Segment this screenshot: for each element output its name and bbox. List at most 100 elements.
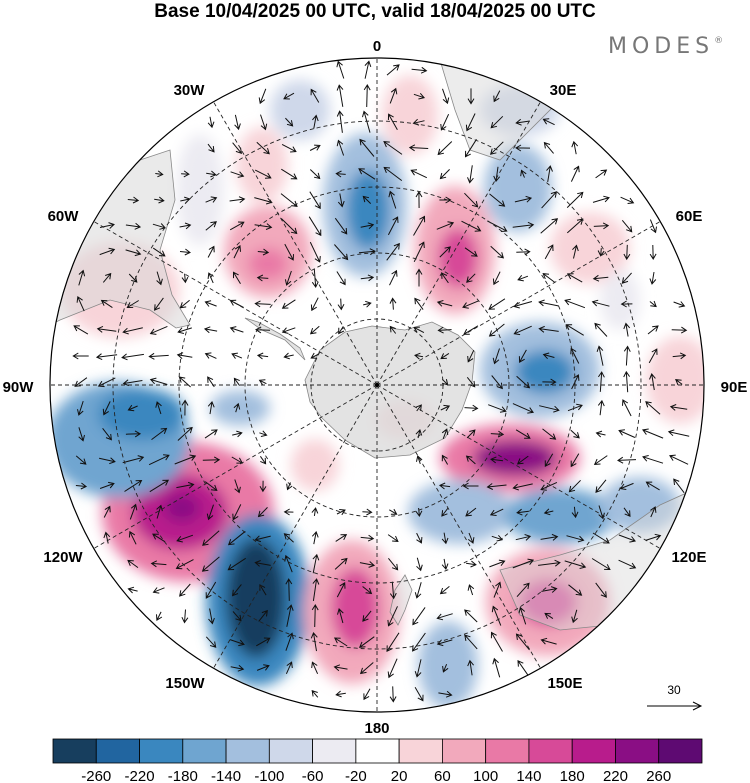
wind-arrow [383, 166, 403, 181]
wind-arrow [414, 582, 422, 599]
wind-arrow [645, 533, 662, 541]
wind-arrow [593, 222, 610, 230]
wind-arrow [592, 195, 610, 203]
wind-arrow [623, 370, 631, 393]
wind-arrow [623, 322, 631, 337]
wind-arrow [284, 270, 292, 286]
wind-arrow [538, 299, 559, 307]
wind-arrow [675, 379, 683, 386]
wind-arrow [642, 455, 664, 464]
wind-arrow [543, 141, 554, 154]
wind-arrow [78, 427, 85, 442]
wind-arrow [99, 247, 116, 256]
wind-arrow [205, 221, 217, 231]
wind-arrow [464, 609, 478, 623]
wind-arrow [517, 659, 529, 676]
wind-arrow [441, 428, 449, 439]
wind-arrow [254, 169, 272, 179]
wind-arrow [388, 190, 397, 209]
wind-arrow [233, 271, 241, 284]
wind-arrow [102, 401, 111, 416]
wind-arrow [439, 586, 450, 595]
wind-arrow [516, 455, 529, 465]
wind-arrow [515, 118, 530, 126]
wind-arrow [386, 242, 400, 261]
colorbar-cell [95, 738, 140, 764]
lon-label-90e: 90E [721, 379, 748, 396]
wind-arrow [437, 326, 452, 334]
wind-arrow [465, 507, 477, 517]
colorbar-cell [571, 738, 616, 764]
wind-arrow [280, 193, 298, 208]
wind-arrow [284, 554, 293, 573]
wind-arrow [128, 530, 137, 545]
colorbar-cell [658, 738, 703, 764]
wind-arrow [259, 456, 267, 465]
wind-arrow [125, 249, 142, 257]
wind-arrow [439, 246, 451, 258]
wind-arrow [181, 273, 189, 284]
wind-arrow [208, 608, 215, 625]
wind-arrow [207, 116, 215, 129]
wind-arrow [102, 427, 112, 441]
colorbar-tick-label: -260 [81, 768, 111, 783]
wind-arrow [512, 558, 535, 569]
wind-arrow [230, 171, 245, 178]
wind-arrow [122, 379, 143, 387]
wind-arrow [566, 273, 583, 283]
wind-arrow [597, 399, 605, 416]
wind-arrow [440, 404, 451, 412]
meridian-line [376, 221, 661, 386]
wind-arrow [100, 299, 113, 309]
wind-arrow [493, 90, 501, 103]
lon-label-120w: 120W [43, 549, 83, 566]
wind-arrow [413, 92, 426, 100]
wind-arrow [622, 399, 632, 417]
wind-arrow [541, 586, 558, 593]
wind-arrow [176, 534, 194, 543]
wind-arrow [571, 140, 579, 155]
wind-arrow [206, 504, 214, 521]
new-zealand-landmass [389, 574, 413, 626]
wind-arrow [337, 608, 344, 624]
wind-arrow [309, 241, 321, 263]
wind-arrow [177, 426, 193, 441]
meridian-line [376, 384, 661, 549]
wind-arrow [103, 531, 111, 544]
wind-arrow [336, 84, 344, 107]
wind-arrow [312, 578, 320, 601]
wind-arrow [669, 404, 688, 411]
wind-arrow [75, 482, 88, 490]
wind-arrow [642, 428, 664, 439]
wind-arrow [125, 222, 142, 230]
wind-arrow [363, 688, 371, 701]
wind-arrow [204, 352, 217, 359]
wind-arrow [416, 557, 423, 572]
wind-arrow [410, 169, 428, 179]
wind-arrow [229, 326, 244, 333]
wind-arrow [383, 141, 403, 155]
wind-arrow [489, 508, 504, 516]
wind-arrow [464, 247, 478, 257]
wind-arrow [389, 269, 398, 286]
wind-arrow [229, 196, 246, 203]
wind-arrow [595, 169, 608, 179]
wind-arrow [311, 689, 319, 698]
wind-arrow [441, 532, 449, 545]
wind-arrow [337, 193, 345, 208]
wind-arrow [362, 195, 372, 204]
wind-arrow [414, 297, 424, 310]
wind-arrow [436, 613, 453, 621]
wind-arrow [568, 479, 581, 493]
wind-arrow [415, 404, 422, 412]
wind-arrow [152, 533, 166, 543]
lon-label-0: 0 [373, 38, 381, 55]
wind-arrow [310, 297, 319, 312]
wind-arrow [623, 507, 631, 517]
wind-arrow [518, 349, 527, 363]
wind-arrow [335, 534, 348, 542]
wind-arrow [412, 607, 426, 626]
wind-arrow [312, 553, 320, 574]
colorbar-tick-label: 260 [646, 768, 671, 783]
reference-vector-label: 30 [667, 683, 681, 697]
